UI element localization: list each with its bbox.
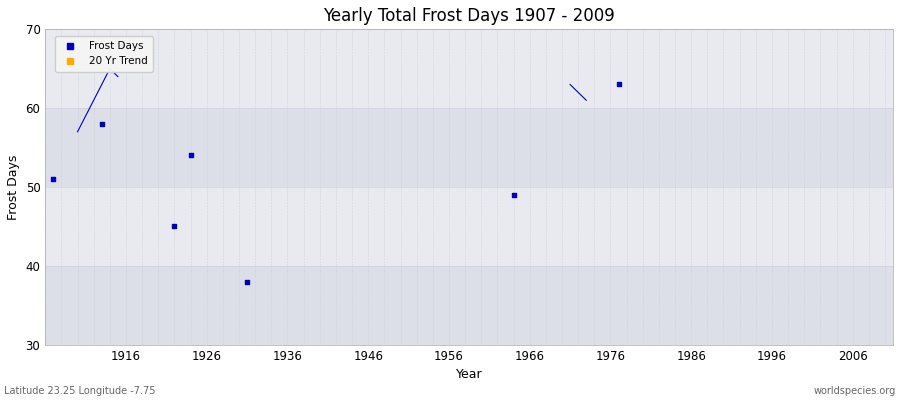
Point <box>240 278 255 285</box>
Text: worldspecies.org: worldspecies.org <box>814 386 896 396</box>
Point <box>184 152 198 159</box>
Bar <box>45 266 893 345</box>
Point <box>94 121 109 127</box>
Point <box>507 192 521 198</box>
Bar <box>45 108 893 187</box>
Point <box>46 176 60 182</box>
Point <box>167 223 182 230</box>
Title: Yearly Total Frost Days 1907 - 2009: Yearly Total Frost Days 1907 - 2009 <box>323 7 615 25</box>
Text: Latitude 23.25 Longitude -7.75: Latitude 23.25 Longitude -7.75 <box>4 386 156 396</box>
Y-axis label: Frost Days: Frost Days <box>7 154 20 220</box>
Legend: Frost Days, 20 Yr Trend: Frost Days, 20 Yr Trend <box>55 36 153 72</box>
Point <box>611 81 625 88</box>
X-axis label: Year: Year <box>455 368 482 381</box>
